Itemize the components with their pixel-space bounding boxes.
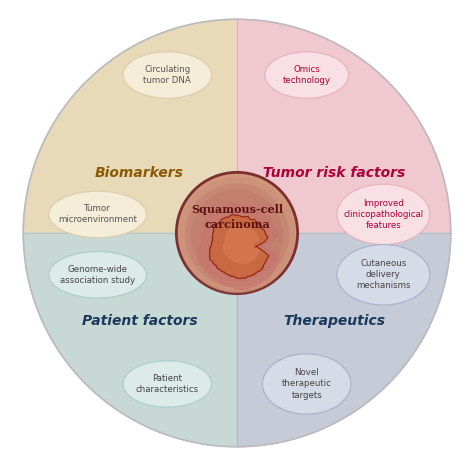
Ellipse shape <box>265 52 348 98</box>
Circle shape <box>191 189 283 281</box>
Text: Tumor
microenvironment: Tumor microenvironment <box>58 205 137 225</box>
Text: Omics
technology: Omics technology <box>283 65 331 85</box>
Ellipse shape <box>123 361 211 407</box>
Text: Tumor risk factors: Tumor risk factors <box>264 165 406 179</box>
Polygon shape <box>224 225 259 264</box>
Polygon shape <box>210 214 269 279</box>
Text: Therapeutics: Therapeutics <box>283 314 385 328</box>
Circle shape <box>185 183 289 288</box>
Ellipse shape <box>49 191 146 238</box>
Circle shape <box>178 174 296 292</box>
Wedge shape <box>23 233 237 447</box>
Text: Improved
clinicopathological
features: Improved clinicopathological features <box>343 199 423 230</box>
Ellipse shape <box>49 252 146 298</box>
Text: Patient
characteristics: Patient characteristics <box>136 374 199 394</box>
Text: Squamous-cell: Squamous-cell <box>191 204 283 215</box>
Ellipse shape <box>123 52 211 98</box>
Text: Biomarkers: Biomarkers <box>95 165 184 179</box>
Wedge shape <box>23 19 237 233</box>
Text: Novel
therapeutic
targets: Novel therapeutic targets <box>282 369 332 400</box>
Circle shape <box>179 177 295 294</box>
Wedge shape <box>237 19 451 233</box>
Text: Cutaneous
delivery
mechanisms: Cutaneous delivery mechanisms <box>356 259 410 290</box>
Text: Patient factors: Patient factors <box>82 314 197 328</box>
Wedge shape <box>237 233 451 447</box>
Ellipse shape <box>337 184 430 245</box>
Ellipse shape <box>263 354 351 414</box>
Text: Circulating
tumor DNA: Circulating tumor DNA <box>144 65 191 85</box>
Polygon shape <box>199 203 279 289</box>
Ellipse shape <box>337 245 430 305</box>
Circle shape <box>175 171 299 295</box>
Text: carcinoma: carcinoma <box>204 219 270 230</box>
Text: Genome-wide
association study: Genome-wide association study <box>60 265 135 285</box>
